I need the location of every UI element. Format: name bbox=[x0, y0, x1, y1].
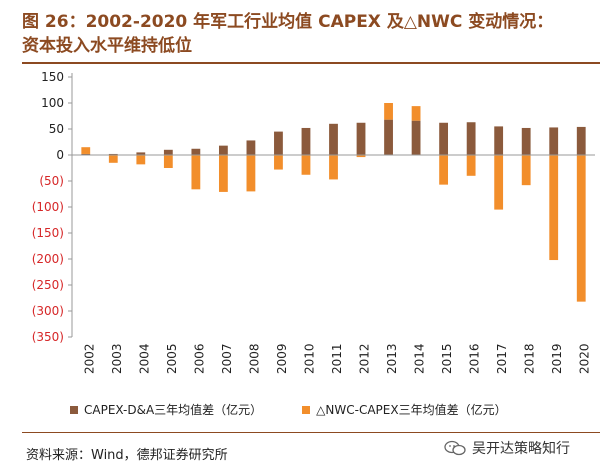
bar-nwc bbox=[466, 155, 476, 176]
bar-capex bbox=[576, 126, 586, 155]
x-tick-label: 2006 bbox=[192, 343, 206, 374]
bar-nwc bbox=[163, 155, 173, 168]
y-tick-label: 50 bbox=[49, 122, 64, 136]
y-tick-label: (100) bbox=[32, 200, 64, 214]
watermark: 吴开达策略知行 bbox=[440, 438, 574, 458]
wechat-icon bbox=[444, 440, 466, 456]
y-tick-label: (200) bbox=[32, 252, 64, 266]
y-tick-label: 0 bbox=[56, 148, 64, 162]
y-tick-label: 150 bbox=[41, 70, 64, 84]
x-tick-label: 2011 bbox=[330, 343, 344, 374]
bar-nwc bbox=[521, 155, 531, 186]
bar-nwc bbox=[411, 106, 421, 121]
x-tick-label: 2007 bbox=[220, 343, 234, 374]
x-tick-label: 2005 bbox=[165, 343, 179, 374]
bar-nwc bbox=[108, 155, 118, 163]
legend-item-nwc: △NWC-CAPEX三年均值差（亿元） bbox=[302, 401, 507, 418]
x-tick-label: 2015 bbox=[440, 343, 454, 374]
x-tick-label: 2018 bbox=[523, 343, 537, 374]
bar-nwc bbox=[356, 155, 366, 158]
x-tick-label: 2008 bbox=[247, 343, 261, 374]
legend-swatch-nwc bbox=[302, 405, 311, 414]
bar-nwc bbox=[384, 103, 393, 120]
bar-capex bbox=[108, 153, 118, 155]
bar-nwc bbox=[329, 155, 338, 180]
x-tick-label: 2010 bbox=[302, 343, 316, 374]
bar-capex bbox=[549, 127, 559, 155]
bar-capex bbox=[411, 120, 421, 155]
x-tick-label: 2002 bbox=[82, 343, 96, 374]
bar-capex bbox=[494, 126, 504, 155]
bar-nwc bbox=[136, 155, 146, 165]
y-tick-label: (300) bbox=[32, 304, 64, 318]
bar-capex bbox=[521, 127, 531, 155]
x-tick-label: 2019 bbox=[550, 343, 564, 374]
bar-capex bbox=[136, 152, 146, 155]
bar-capex bbox=[191, 148, 201, 155]
x-tick-label: 2013 bbox=[385, 343, 399, 374]
y-tick-label: (350) bbox=[32, 330, 64, 344]
y-tick-label: (50) bbox=[39, 174, 64, 188]
bar-capex bbox=[329, 123, 338, 155]
source-divider bbox=[22, 432, 600, 433]
bar-nwc bbox=[549, 155, 559, 261]
title-divider bbox=[22, 62, 600, 64]
bar-capex bbox=[246, 140, 256, 155]
bar-capex bbox=[439, 122, 449, 155]
bar-nwc bbox=[81, 147, 91, 154]
x-tick-label: 2009 bbox=[275, 343, 289, 374]
x-tick-label: 2016 bbox=[468, 343, 482, 374]
watermark-text: 吴开达策略知行 bbox=[472, 441, 570, 457]
bar-capex bbox=[301, 127, 311, 155]
legend: CAPEX-D&A三年均值差（亿元） △NWC-CAPEX三年均值差（亿元） bbox=[70, 401, 547, 418]
bar-capex bbox=[81, 153, 91, 155]
y-tick-label: (250) bbox=[32, 278, 64, 292]
x-tick-label: 2020 bbox=[578, 343, 592, 374]
chart-title-line2: 资本投入水平维持低位 bbox=[22, 36, 192, 56]
legend-item-capex: CAPEX-D&A三年均值差（亿元） bbox=[70, 401, 262, 418]
x-tick-label: 2014 bbox=[413, 343, 427, 374]
x-tick-label: 2012 bbox=[358, 343, 372, 374]
x-tick-label: 2004 bbox=[137, 343, 151, 374]
x-tick-label: 2017 bbox=[495, 343, 509, 374]
y-tick-label: 100 bbox=[41, 96, 64, 110]
bar-nwc bbox=[274, 155, 283, 170]
bar-capex bbox=[218, 145, 228, 155]
bar-capex bbox=[163, 149, 173, 155]
legend-swatch-capex bbox=[70, 405, 78, 414]
bar-capex bbox=[356, 122, 366, 155]
source-note: 资料来源：Wind，德邦证券研究所 bbox=[26, 448, 228, 463]
bar-nwc bbox=[494, 155, 504, 210]
bar-capex bbox=[274, 131, 283, 155]
legend-label-capex: CAPEX-D&A三年均值差（亿元） bbox=[84, 403, 263, 417]
bar-capex bbox=[384, 119, 393, 155]
bar-nwc bbox=[301, 155, 311, 175]
x-tick-label: 2003 bbox=[110, 343, 124, 374]
bar-nwc bbox=[246, 155, 256, 192]
bar-nwc bbox=[576, 155, 586, 302]
legend-label-nwc: △NWC-CAPEX三年均值差（亿元） bbox=[316, 403, 507, 417]
chart-title: 图 26：2002-2020 年军工行业均值 CAPEX 及△NWC 变动情况：… bbox=[22, 10, 602, 58]
chart-title-line1: 图 26：2002-2020 年军工行业均值 CAPEX 及△NWC 变动情况： bbox=[22, 12, 554, 32]
y-tick-label: (150) bbox=[32, 226, 64, 240]
bar-nwc bbox=[218, 155, 228, 192]
bar-nwc bbox=[439, 155, 449, 185]
bar-nwc bbox=[191, 155, 201, 190]
bar-capex bbox=[466, 122, 476, 155]
